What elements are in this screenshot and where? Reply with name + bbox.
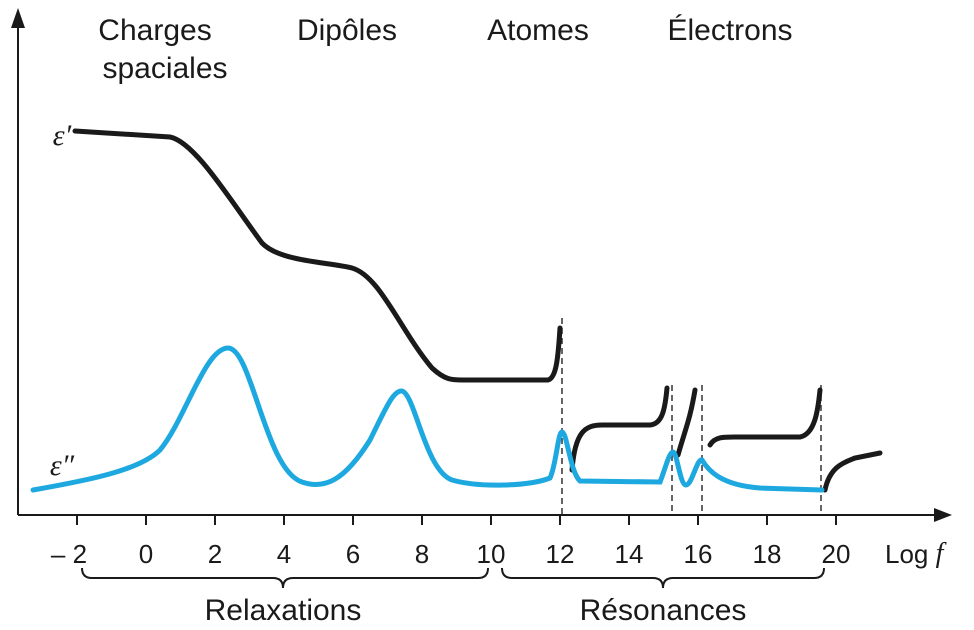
tick-label: 10: [477, 539, 506, 569]
tick-label: 16: [684, 539, 713, 569]
region-label: Dipôles: [297, 14, 397, 47]
axis-label-text: Log: [885, 539, 928, 569]
tick-label: 12: [546, 539, 575, 569]
region-label: Atomes: [487, 14, 589, 47]
tick-labels: – 2 0 2 4 6 8 10 12 14 16 18 20: [51, 539, 851, 569]
tick-label: – 2: [51, 539, 87, 569]
curve-label: ε′: [53, 119, 72, 152]
tick-label: 14: [615, 539, 644, 569]
axis-label: Log f: [885, 538, 947, 569]
tick-label: 4: [277, 539, 291, 569]
curve-label: ε″: [50, 449, 75, 482]
braces: [81, 567, 825, 589]
axes: [11, 8, 952, 522]
tick-marks: [76, 515, 837, 525]
tick-label: 8: [415, 539, 429, 569]
epsilon-imaginary-curve: [30, 345, 825, 493]
region-label: Charges: [98, 14, 211, 47]
axis-variable: f: [936, 538, 947, 569]
group-label: Relaxations: [205, 594, 362, 627]
tick-label: 2: [208, 539, 222, 569]
epsilon-real-curve: [72, 128, 883, 493]
tick-label: 0: [139, 539, 153, 569]
group-label: Résonances: [580, 594, 747, 627]
region-label: Électrons: [667, 14, 792, 47]
tick-label: 18: [753, 539, 782, 569]
tick-label: 6: [346, 539, 360, 569]
tick-label: 20: [822, 539, 851, 569]
region-label: spaciales: [102, 52, 227, 85]
